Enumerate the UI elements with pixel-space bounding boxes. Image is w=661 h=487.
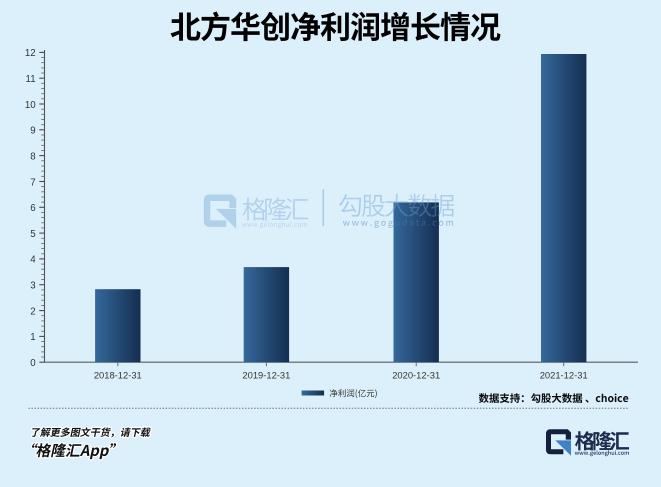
svg-text:1: 1 — [30, 332, 35, 343]
svg-text:0: 0 — [30, 358, 36, 369]
svg-text:11: 11 — [26, 74, 36, 85]
svg-text:12: 12 — [25, 48, 36, 59]
svg-text:2018-12-31: 2018-12-31 — [94, 369, 142, 380]
svg-text:4: 4 — [30, 255, 36, 266]
svg-text:2019-12-31: 2019-12-31 — [242, 369, 290, 380]
svg-text:2: 2 — [30, 306, 35, 317]
svg-text:3: 3 — [30, 281, 35, 292]
svg-text:5: 5 — [30, 229, 35, 240]
svg-text:10: 10 — [25, 100, 36, 111]
svg-text:7: 7 — [30, 177, 35, 188]
svg-text:2021-12-31: 2021-12-31 — [540, 369, 588, 380]
svg-text:6: 6 — [30, 203, 35, 214]
svg-text:2020-12-31: 2020-12-31 — [392, 369, 440, 380]
svg-text:8: 8 — [30, 151, 35, 162]
svg-text:9: 9 — [30, 126, 35, 137]
